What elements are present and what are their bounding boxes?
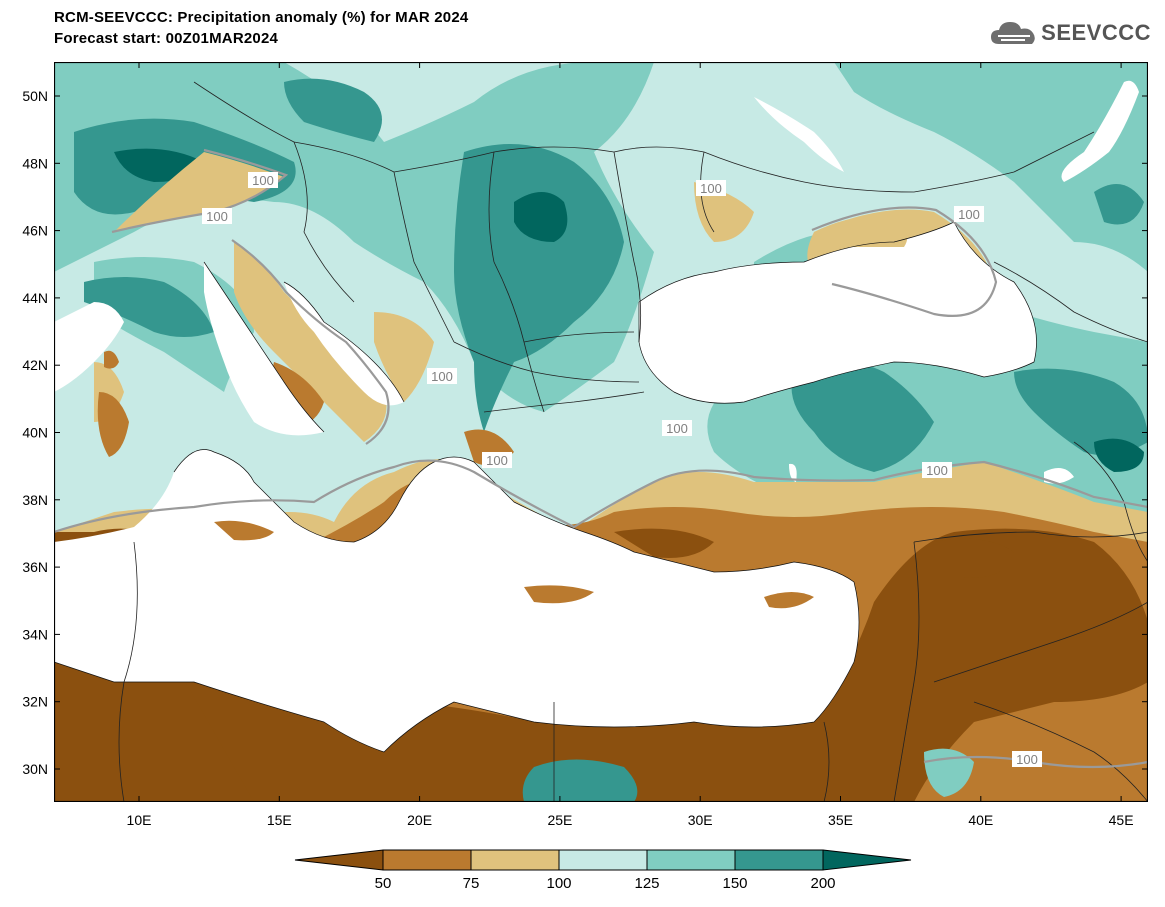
contour-label-text: 100	[431, 369, 453, 384]
country-borders	[118, 81, 1148, 802]
colorbar-segment	[646, 849, 736, 871]
anomaly-patch-south	[522, 759, 638, 802]
lon-label: 20E	[407, 812, 432, 828]
colorbar-segment	[470, 849, 560, 871]
contour-label: 100	[248, 172, 278, 188]
colorbar-tick-label: 125	[634, 875, 659, 892]
contour-label-text: 100	[252, 173, 274, 188]
lat-label: 40N	[22, 425, 48, 441]
lon-label: 10E	[127, 812, 152, 828]
colorbar-legend: 50 75 100 125 150 200	[294, 849, 912, 892]
lon-label: 45E	[1109, 812, 1134, 828]
colorbar-tick-label: 75	[463, 875, 480, 892]
contour-label-text: 100	[666, 421, 688, 436]
contour-label-text: 100	[1016, 752, 1038, 767]
contour-label-text: 100	[926, 463, 948, 478]
cloud-icon	[991, 22, 1035, 44]
colorbar-segment	[294, 849, 384, 871]
forecast-start-label: Forecast start: 00Z01MAR2024	[54, 30, 279, 47]
lat-label: 44N	[22, 290, 48, 306]
contour-label: 100	[1012, 751, 1042, 767]
colorbar-tick-label: 100	[546, 875, 571, 892]
contour-labels: 100 100 100 100 100 100	[202, 172, 1042, 767]
colorbar-tick-label: 200	[810, 875, 835, 892]
contour-label-text: 100	[486, 453, 508, 468]
lat-label: 30N	[22, 761, 48, 777]
lat-label: 50N	[22, 88, 48, 104]
lat-label: 36N	[22, 559, 48, 575]
lon-label: 15E	[267, 812, 292, 828]
colorbar-segment	[382, 849, 472, 871]
colorbar-segment	[558, 849, 648, 871]
colorbar-segment	[822, 849, 912, 871]
contour-label: 100	[202, 208, 232, 224]
contour-lines-100	[54, 148, 1148, 769]
contour-label: 100	[954, 206, 984, 222]
logo-text: SEEVCCC	[1041, 20, 1151, 45]
lakes	[754, 80, 1139, 484]
lat-label: 34N	[22, 626, 48, 642]
lat-label: 32N	[22, 694, 48, 710]
coastlines	[54, 221, 1037, 753]
crimea-land	[814, 216, 908, 247]
contour-label: 100	[922, 462, 952, 478]
islands	[97, 350, 814, 609]
contour-label: 100	[427, 368, 457, 384]
lon-label: 40E	[968, 812, 993, 828]
lat-label: 46N	[22, 223, 48, 239]
contour-label-text: 100	[958, 207, 980, 222]
contour-label-text: 100	[700, 181, 722, 196]
anomaly-strong-wet-regions	[74, 78, 1148, 472]
contour-label-text: 100	[206, 209, 228, 224]
lon-label: 35E	[828, 812, 853, 828]
contour-label: 100	[696, 180, 726, 196]
colorbar-segment	[734, 849, 824, 871]
contour-label: 100	[662, 420, 692, 436]
lat-label: 42N	[22, 357, 48, 373]
contour-label: 100	[482, 452, 512, 468]
colorbar-tick-label: 150	[722, 875, 747, 892]
precipitation-anomaly-map: 100 100 100 100 100 100	[54, 62, 1148, 802]
lon-label: 25E	[547, 812, 572, 828]
seevccc-logo: SEEVCCC	[989, 18, 1151, 48]
lat-label: 48N	[22, 155, 48, 171]
map-title: RCM-SEEVCCC: Precipitation anomaly (%) f…	[54, 9, 469, 26]
colorbar-tick-label: 50	[375, 875, 392, 892]
lat-label: 38N	[22, 492, 48, 508]
lon-label: 30E	[688, 812, 713, 828]
